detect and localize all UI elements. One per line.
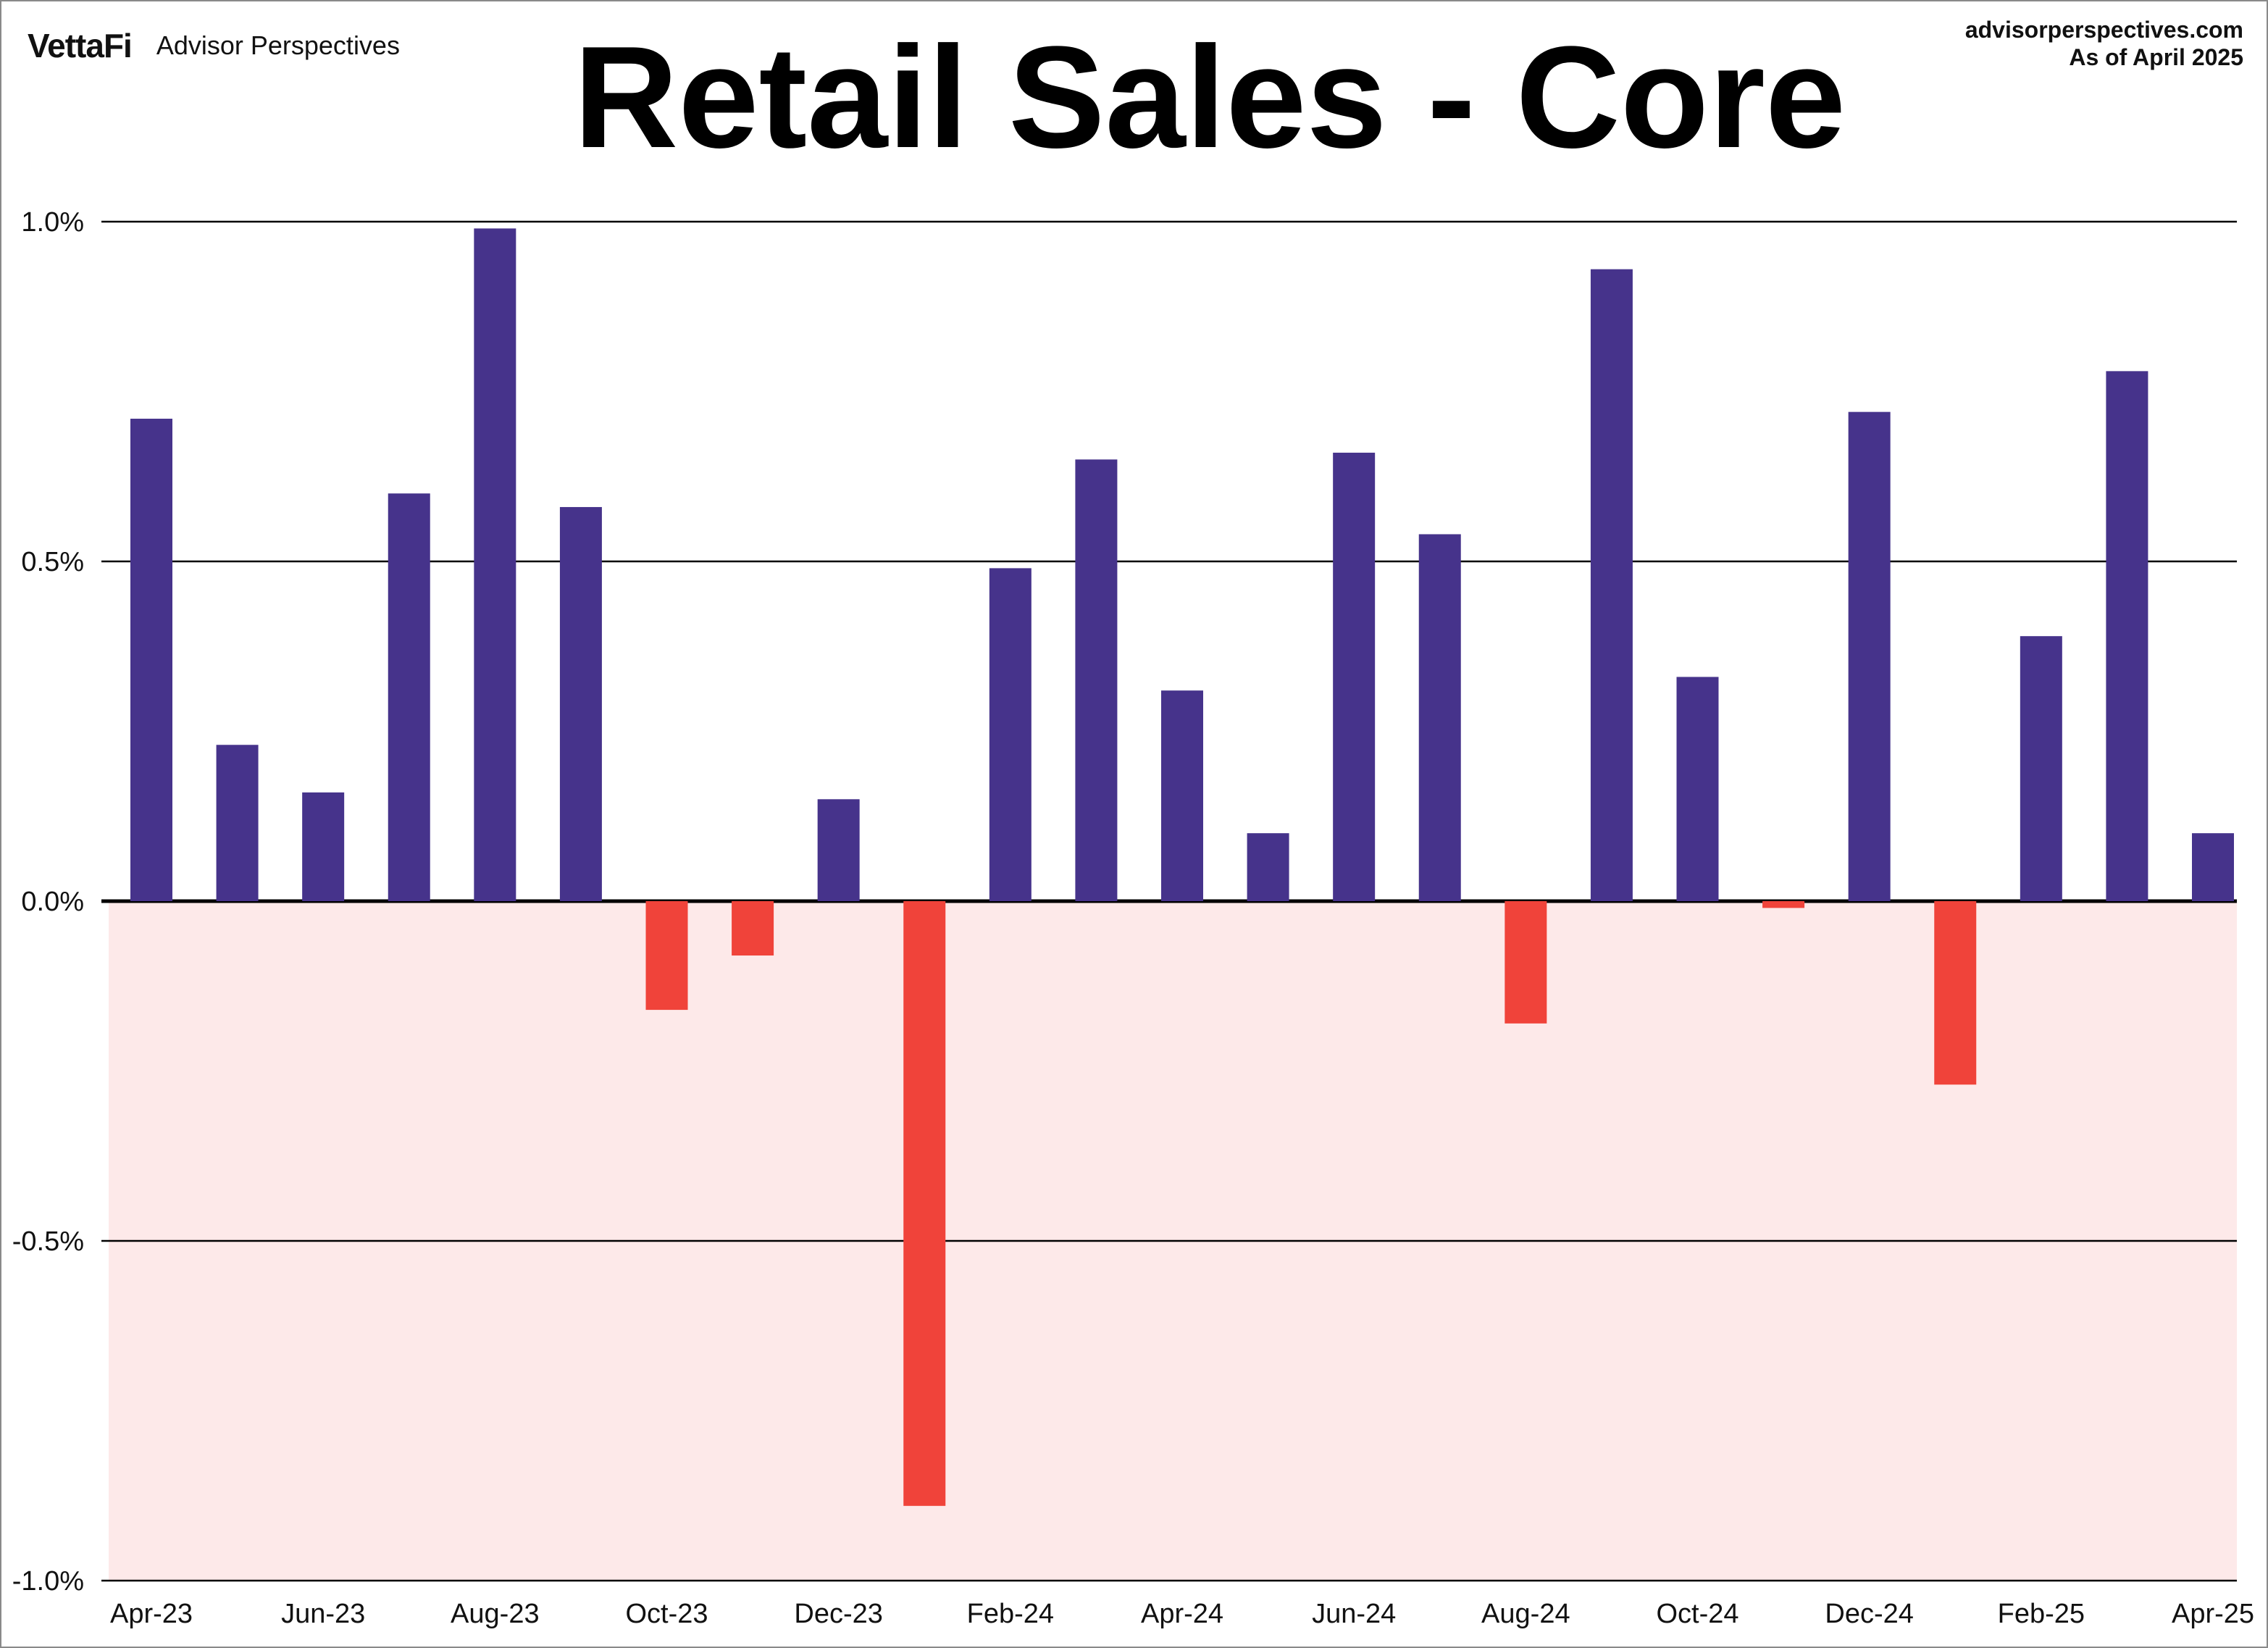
x-tick-label: Feb-24 [967,1599,1054,1629]
bar [2192,833,2234,901]
bar [216,745,259,901]
bar [1075,459,1118,901]
bar [559,506,602,901]
y-tick-label: 1.0% [21,207,84,238]
bar [989,568,1032,901]
x-tick-label: Aug-24 [1481,1599,1570,1629]
as-of-date: As of April 2025 [2069,44,2243,70]
source-info: advisorperspectives.com As of April 2025 [1965,16,2243,71]
x-tick-label: Apr-23 [110,1599,193,1629]
bar [1418,534,1461,901]
x-tick-label: Feb-25 [1998,1599,2085,1629]
bar [1848,411,1891,901]
bar [1247,833,1289,901]
bar [1676,677,1719,901]
website-text: advisorperspectives.com [1964,17,2243,43]
bar [1333,452,1376,901]
bar [2106,371,2148,901]
x-tick-label: Apr-25 [2172,1599,2254,1629]
brand-name: Advisor Perspectives [156,30,400,60]
x-tick-label: Apr-24 [1141,1599,1223,1629]
y-tick-label: -1.0% [12,1566,84,1597]
bar [1505,901,1547,1024]
y-tick-label: 0.5% [21,547,84,577]
bar [388,493,430,901]
bar [645,901,688,1011]
x-tick-label: Oct-24 [1656,1599,1738,1629]
chart-title: Retail Sales - Core [573,17,1846,178]
bar [130,419,172,901]
bar [903,901,946,1506]
x-tick-label: Aug-23 [451,1599,540,1629]
bar [1161,690,1203,901]
x-tick-label: Dec-24 [1825,1599,1914,1629]
bar [817,799,860,901]
x-tick-label: Jun-24 [1312,1599,1396,1629]
x-tick-label: Oct-23 [625,1599,708,1629]
brand-block: VettaFi Advisor Perspectives [28,20,400,71]
bar [474,228,516,901]
x-tick-label: Dec-23 [794,1599,883,1629]
vettafi-logo: VettaFi [28,27,133,64]
bar [2020,636,2062,901]
bar [302,792,345,901]
bar [1762,901,1805,908]
bar [732,901,774,956]
bar [1934,901,1977,1085]
bar [1590,269,1633,901]
y-tick-label: 0.0% [21,887,84,917]
y-tick-label: -0.5% [12,1226,84,1257]
x-tick-label: Jun-23 [281,1599,365,1629]
